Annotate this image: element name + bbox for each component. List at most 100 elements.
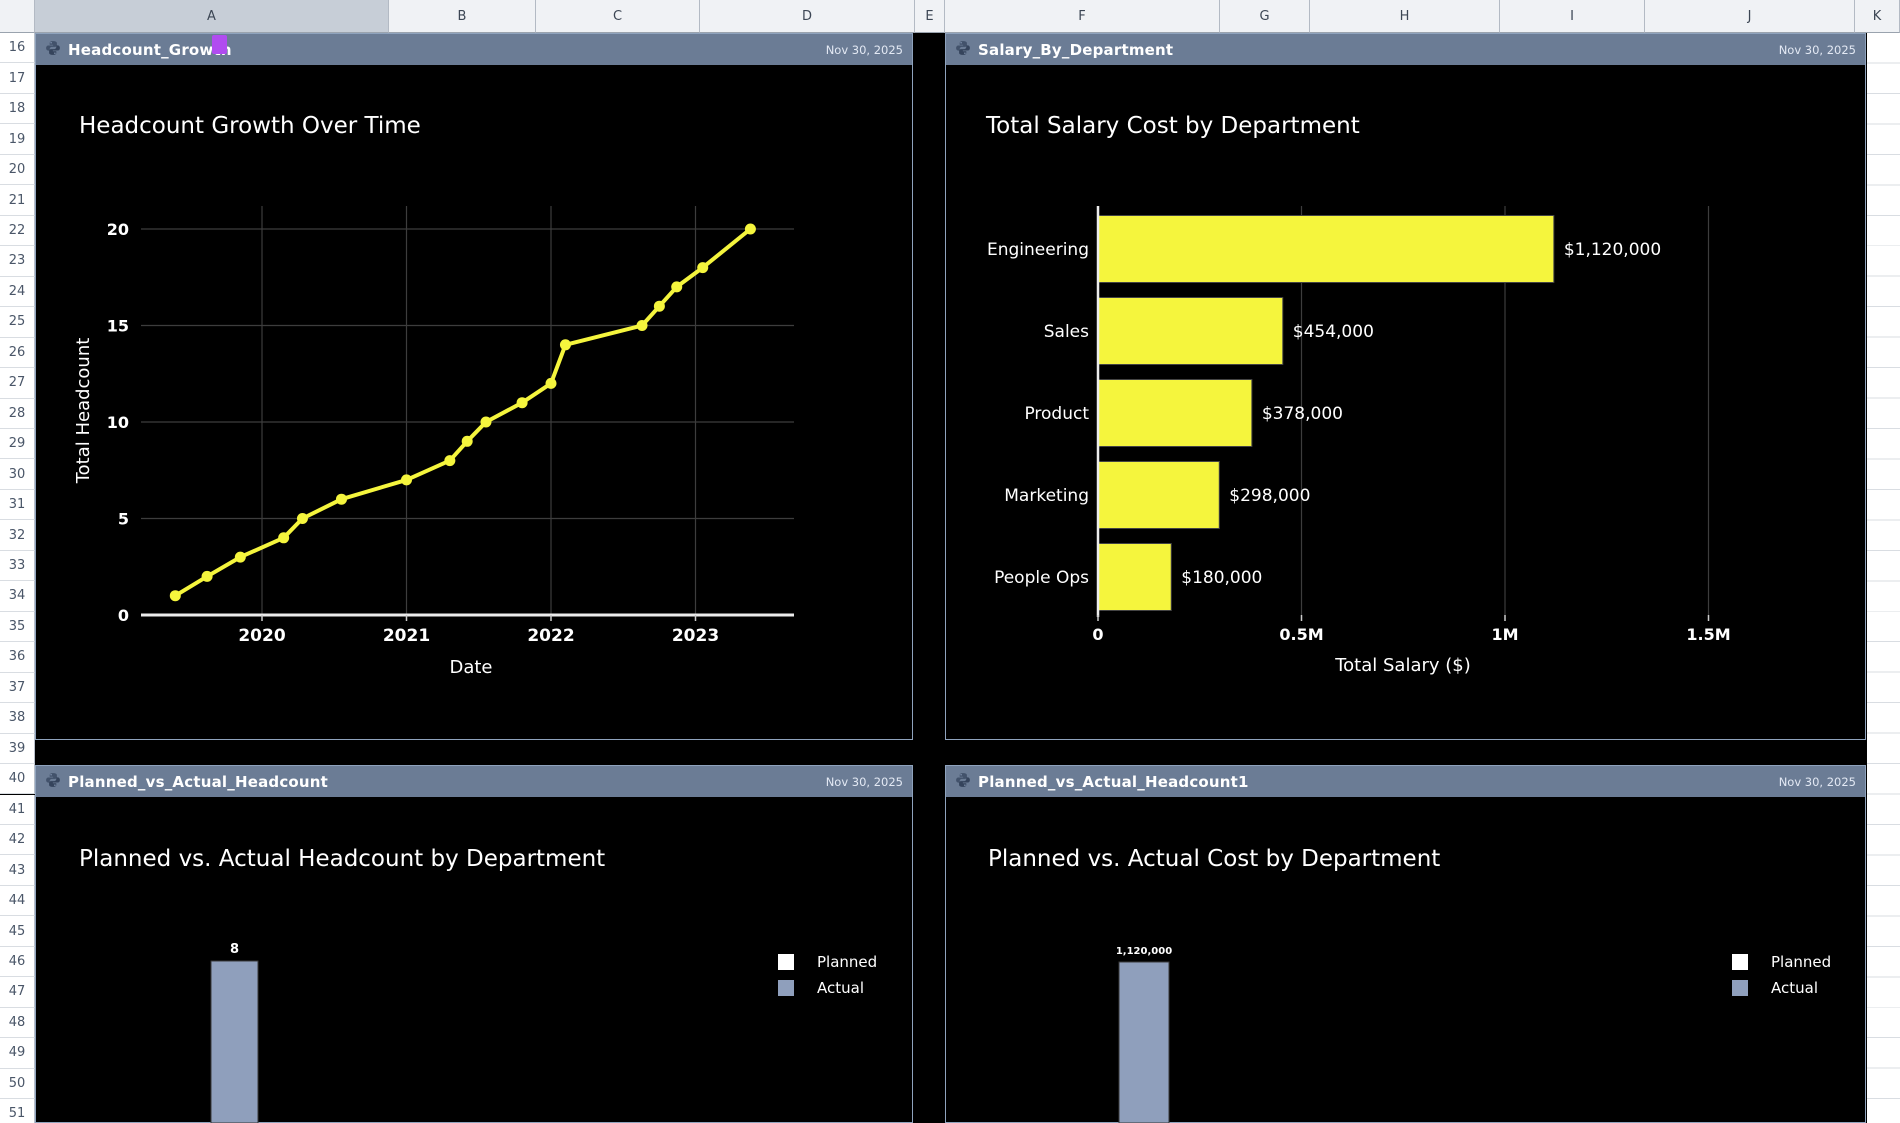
- legend-swatch: [1732, 980, 1748, 996]
- bar-value-label: $180,000: [1181, 568, 1262, 588]
- row-header-28[interactable]: 28: [0, 398, 35, 429]
- row-header-41[interactable]: 41: [0, 794, 35, 825]
- chart-panel-date: Nov 30, 2025: [825, 42, 903, 57]
- planned-vs-actual-headcount-chart: Planned vs. Actual Headcount by Departme…: [79, 846, 877, 1123]
- row-header-36[interactable]: 36: [0, 642, 35, 673]
- svg-text:2020: 2020: [238, 626, 285, 646]
- row-header-50[interactable]: 50: [0, 1068, 35, 1100]
- row-header-19[interactable]: 19: [0, 124, 35, 155]
- chart-panel-headcount-growth[interactable]: Headcount_Growth Nov 30, 2025 Headcount …: [35, 33, 913, 740]
- legend-swatch: [1732, 954, 1748, 970]
- empty-cells-column-k[interactable]: [1867, 33, 1900, 1123]
- column-header-H[interactable]: H: [1310, 0, 1500, 33]
- row-header-39[interactable]: 39: [0, 733, 35, 765]
- svg-text:20: 20: [107, 220, 129, 239]
- row-header-35[interactable]: 35: [0, 611, 35, 643]
- row-header-49[interactable]: 49: [0, 1038, 35, 1069]
- row-header-34[interactable]: 34: [0, 581, 35, 612]
- row-header-43[interactable]: 43: [0, 855, 35, 886]
- row-header-32[interactable]: 32: [0, 520, 35, 551]
- chart-panel-date: Nov 30, 2025: [1778, 774, 1856, 789]
- bar-category-label: Engineering: [987, 240, 1089, 260]
- column-header-E[interactable]: E: [915, 0, 945, 33]
- legend-label: Planned: [817, 953, 877, 971]
- column-header-B[interactable]: B: [389, 0, 536, 33]
- svg-text:2023: 2023: [672, 626, 719, 646]
- chart-panel-name: Planned_vs_Actual_Headcount1: [978, 772, 1249, 791]
- svg-text:0: 0: [118, 606, 129, 625]
- row-header-37[interactable]: 37: [0, 672, 35, 704]
- column-header-K[interactable]: K: [1855, 0, 1900, 33]
- row-header-47[interactable]: 47: [0, 977, 35, 1008]
- column-header-J[interactable]: J: [1645, 0, 1855, 33]
- svg-text:1.5M: 1.5M: [1686, 625, 1730, 644]
- bar-category-label: Product: [1024, 404, 1089, 424]
- row-header-31[interactable]: 31: [0, 489, 35, 521]
- bar-value-label: $1,120,000: [1564, 240, 1661, 260]
- legend-swatch: [778, 980, 794, 996]
- row-header-22[interactable]: 22: [0, 215, 35, 247]
- legend-label: Actual: [817, 979, 864, 997]
- row-header-40[interactable]: 40: [0, 764, 35, 795]
- column-header-F[interactable]: F: [945, 0, 1220, 33]
- row-header-26[interactable]: 26: [0, 337, 35, 369]
- collaborator-cursor: [212, 35, 227, 54]
- row-header-16[interactable]: 16: [0, 33, 35, 64]
- chart-title: Planned vs. Actual Cost by Department: [988, 846, 1440, 872]
- column-header-I[interactable]: I: [1500, 0, 1645, 33]
- chart-panel-name: Planned_vs_Actual_Headcount: [68, 772, 329, 791]
- row-header-25[interactable]: 25: [0, 307, 35, 338]
- row-header-30[interactable]: 30: [0, 459, 35, 490]
- row-header-42[interactable]: 42: [0, 824, 35, 856]
- row-header-24[interactable]: 24: [0, 276, 35, 308]
- row-header-46[interactable]: 46: [0, 946, 35, 978]
- row-header-29[interactable]: 29: [0, 428, 35, 460]
- row-header-17[interactable]: 17: [0, 63, 35, 94]
- chart-panel-name: Salary_By_Department: [978, 40, 1174, 59]
- svg-text:15: 15: [107, 317, 129, 336]
- chart-panel-planned-vs-actual-headcount[interactable]: Planned_vs_Actual_Headcount Nov 30, 2025…: [35, 765, 913, 1123]
- chart-title: Planned vs. Actual Headcount by Departme…: [79, 846, 605, 872]
- row-header-48[interactable]: 48: [0, 1007, 35, 1039]
- column-header-D[interactable]: D: [700, 0, 915, 33]
- row-header-45[interactable]: 45: [0, 916, 35, 947]
- column-header-C[interactable]: C: [536, 0, 700, 33]
- row-header-21[interactable]: 21: [0, 185, 35, 216]
- row-header-23[interactable]: 23: [0, 246, 35, 277]
- chart-panel-salary-by-department[interactable]: Salary_By_Department Nov 30, 2025 Total …: [945, 33, 1866, 740]
- y-axis-label: Total Headcount: [73, 338, 94, 485]
- row-header-20[interactable]: 20: [0, 154, 35, 186]
- row-header-18[interactable]: 18: [0, 93, 35, 125]
- svg-text:0: 0: [1092, 625, 1103, 644]
- bar-category-label: Sales: [1044, 322, 1089, 342]
- chart-panel-name: Headcount_Growth: [68, 40, 232, 59]
- chart-panel-titlebar[interactable]: Planned_vs_Actual_Headcount1 Nov 30, 202…: [946, 766, 1865, 797]
- row-header-51[interactable]: 51: [0, 1099, 35, 1123]
- python-chart-icon: [955, 772, 971, 792]
- svg-text:2021: 2021: [383, 626, 430, 646]
- select-all-corner-cell[interactable]: [0, 0, 35, 33]
- row-header-44[interactable]: 44: [0, 885, 35, 917]
- chart-panel-titlebar[interactable]: Headcount_Growth Nov 30, 2025: [36, 34, 912, 65]
- x-axis-label: Date: [449, 657, 492, 678]
- planned-vs-actual-cost-chart: Planned vs. Actual Cost by Department Pla…: [988, 846, 1831, 1123]
- python-chart-icon: [45, 772, 61, 792]
- chart-panel-titlebar[interactable]: Salary_By_Department Nov 30, 2025: [946, 34, 1865, 65]
- column-header-G[interactable]: G: [1220, 0, 1310, 33]
- row-header-33[interactable]: 33: [0, 550, 35, 582]
- row-header-38[interactable]: 38: [0, 703, 35, 734]
- python-chart-icon: [45, 40, 61, 60]
- svg-text:2022: 2022: [527, 626, 574, 646]
- row-header-27[interactable]: 27: [0, 368, 35, 399]
- svg-text:5: 5: [118, 510, 129, 529]
- bar-value-label: $298,000: [1229, 486, 1310, 506]
- chart-panel-titlebar[interactable]: Planned_vs_Actual_Headcount Nov 30, 2025: [36, 766, 912, 797]
- chart-panel-planned-vs-actual-cost[interactable]: Planned_vs_Actual_Headcount1 Nov 30, 202…: [945, 765, 1866, 1123]
- svg-text:1M: 1M: [1491, 625, 1518, 644]
- column-header-A[interactable]: A: [35, 0, 389, 33]
- bar-category-label: People Ops: [994, 568, 1089, 588]
- bar-value-label: $378,000: [1262, 404, 1343, 424]
- chart-panel-date: Nov 30, 2025: [1778, 42, 1856, 57]
